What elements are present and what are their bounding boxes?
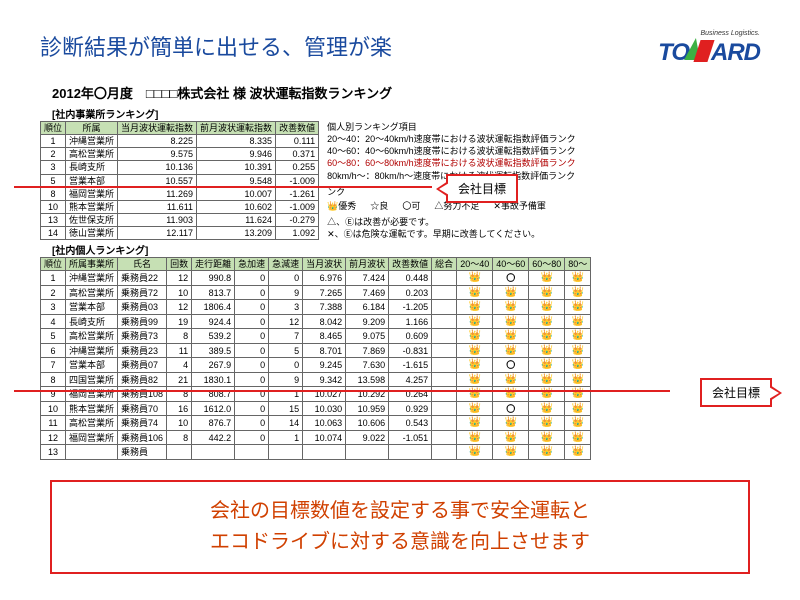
logo-main: TO ARD — [658, 39, 760, 67]
person-col-header: 60～80 — [529, 258, 565, 271]
person-col-header: 回数 — [167, 258, 192, 271]
table-row: 1沖縄営業所乗務員2212990.8006.9767.4240.448👑〇👑👑 — [41, 271, 591, 286]
table-row: 7営業本部乗務員074267.9009.2457.630-1.615👑〇👑👑 — [41, 358, 591, 373]
table-row: 4長崎支所乗務員9919924.40128.0429.2091.166👑👑👑👑 — [41, 314, 591, 329]
table-row: 11高松営業所乗務員7410876.701410.06310.6060.543👑… — [41, 416, 591, 431]
person-col-header: 急加速 — [235, 258, 269, 271]
person-col-header: 改善数値 — [389, 258, 432, 271]
person-col-header: 当月波状 — [303, 258, 346, 271]
table-row: 14徳山営業所12.11713.2091.092 — [41, 227, 319, 240]
table-row: 8福岡営業所11.26910.007-1.261 — [41, 187, 319, 200]
table-row: 5高松営業所乗務員738539.2078.4659.0750.609👑👑👑👑 — [41, 329, 591, 344]
person-col-header: 氏名 — [118, 258, 167, 271]
section-people: [社内個人ランキング] — [52, 242, 760, 257]
target-line-1 — [14, 186, 432, 188]
office-col-header: 前月波状運転指数 — [197, 122, 276, 135]
section-offices: [社内事業所ランキング] — [52, 106, 760, 121]
table-row: 10熊本営業所11.61110.602-1.009 — [41, 200, 319, 213]
table-row: 13佐世保支所11.90311.624-0.279 — [41, 213, 319, 226]
callout-company-target-2: 会社目標 — [700, 378, 772, 407]
table-row: 2高松営業所9.5759.9460.371 — [41, 148, 319, 161]
table-row: 6沖縄営業所乗務員2311389.5058.7017.869-0.831👑👑👑👑 — [41, 343, 591, 358]
message-box: 会社の目標数値を設定する事で安全運転と エコドライブに対する意識を向上させます — [50, 480, 750, 574]
page-title: 診断結果が簡単に出せる、管理が楽 — [40, 30, 392, 62]
office-col-header: 当月波状運転指数 — [118, 122, 197, 135]
office-col-header: 順位 — [41, 122, 66, 135]
table-row: 12福岡営業所乗務員1068442.20110.0749.022-1.051👑👑… — [41, 430, 591, 445]
logo-tagline: Business Logistics. — [700, 30, 760, 37]
table-row: 8四国営業所乗務員82211830.1099.34213.5984.257👑👑👑… — [41, 372, 591, 387]
table-row: 3長崎支所10.13610.3910.255 — [41, 161, 319, 174]
person-col-header: 急減速 — [269, 258, 303, 271]
ranking-title: 2012年〇月度 □□□□株式会社 様 波状運転指数ランキング — [52, 83, 760, 102]
person-col-header: 総合 — [432, 258, 457, 271]
person-ranking-table: 順位所属事業所氏名回数走行距離急加速急減速当月波状前月波状改善数値総合20～40… — [40, 257, 591, 460]
logo-post: ARD — [711, 39, 760, 67]
person-col-header: 所属事業所 — [66, 258, 118, 271]
person-col-header: 80～ — [565, 258, 591, 271]
person-col-header: 走行距離 — [192, 258, 235, 271]
office-col-header: 改善数値 — [276, 122, 319, 135]
message-line-1: 会社の目標数値を設定する事で安全運転と — [70, 496, 730, 527]
table-row: 3営業本部乗務員03121806.4037.3886.184-1.205👑👑👑👑 — [41, 300, 591, 315]
message-line-2: エコドライブに対する意識を向上させます — [70, 527, 730, 558]
table-row: 10熊本営業所乗務員70161612.001510.03010.9590.929… — [41, 401, 591, 416]
table-row: 13乗務員👑👑👑👑 — [41, 445, 591, 460]
person-col-header: 20～40 — [457, 258, 493, 271]
table-row: 2高松営業所乗務員7210813.7097.2657.4690.203👑👑👑👑 — [41, 285, 591, 300]
target-line-2 — [14, 390, 670, 392]
logo: Business Logistics. TO ARD — [658, 30, 760, 67]
office-col-header: 所属 — [66, 122, 118, 135]
office-ranking-table: 順位所属当月波状運転指数前月波状運転指数改善数値1沖縄営業所8.2258.335… — [40, 121, 319, 240]
callout-company-target-1: 会社目標 — [446, 174, 518, 203]
table-row: 1沖縄営業所8.2258.3350.111 — [41, 135, 319, 148]
person-col-header: 40～60 — [493, 258, 529, 271]
person-col-header: 前月波状 — [346, 258, 389, 271]
person-col-header: 順位 — [41, 258, 66, 271]
